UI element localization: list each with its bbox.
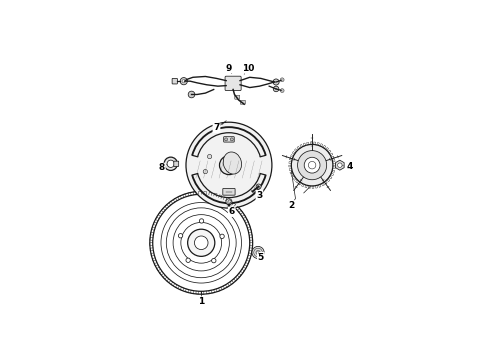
Text: 10: 10 — [242, 64, 254, 73]
Circle shape — [226, 199, 232, 205]
Circle shape — [188, 229, 215, 256]
Circle shape — [180, 77, 187, 85]
FancyBboxPatch shape — [235, 95, 240, 99]
Circle shape — [212, 258, 216, 263]
Circle shape — [280, 78, 284, 82]
Circle shape — [220, 234, 224, 239]
FancyBboxPatch shape — [223, 188, 235, 195]
Circle shape — [220, 156, 239, 175]
Circle shape — [308, 161, 316, 169]
Text: 9: 9 — [226, 64, 232, 73]
Circle shape — [199, 219, 204, 223]
Text: 3: 3 — [256, 190, 263, 199]
FancyBboxPatch shape — [172, 78, 177, 84]
Circle shape — [338, 163, 342, 167]
Text: 7: 7 — [213, 123, 220, 132]
Circle shape — [256, 184, 261, 189]
Circle shape — [167, 160, 174, 167]
Circle shape — [273, 86, 279, 92]
Circle shape — [230, 138, 233, 141]
Circle shape — [280, 89, 284, 93]
Text: 6: 6 — [229, 207, 235, 216]
Text: 4: 4 — [346, 162, 353, 171]
Circle shape — [178, 234, 183, 238]
Circle shape — [203, 170, 207, 174]
Circle shape — [304, 157, 320, 173]
FancyBboxPatch shape — [174, 161, 179, 166]
Circle shape — [224, 161, 233, 170]
Circle shape — [188, 91, 195, 98]
Circle shape — [297, 150, 327, 180]
Circle shape — [182, 80, 185, 83]
FancyBboxPatch shape — [240, 100, 245, 104]
Circle shape — [186, 122, 272, 208]
Circle shape — [195, 236, 208, 249]
Circle shape — [256, 250, 260, 255]
Circle shape — [164, 157, 177, 170]
Text: 8: 8 — [159, 163, 165, 172]
Polygon shape — [336, 160, 344, 170]
Circle shape — [273, 79, 279, 85]
FancyBboxPatch shape — [225, 76, 241, 91]
Ellipse shape — [223, 152, 242, 174]
Circle shape — [224, 138, 228, 141]
Circle shape — [292, 144, 333, 186]
Text: 5: 5 — [258, 253, 264, 262]
Circle shape — [186, 258, 190, 262]
Circle shape — [207, 154, 212, 159]
FancyBboxPatch shape — [223, 137, 234, 142]
Text: 1: 1 — [198, 297, 204, 306]
Circle shape — [252, 246, 264, 258]
Text: 2: 2 — [288, 201, 294, 210]
